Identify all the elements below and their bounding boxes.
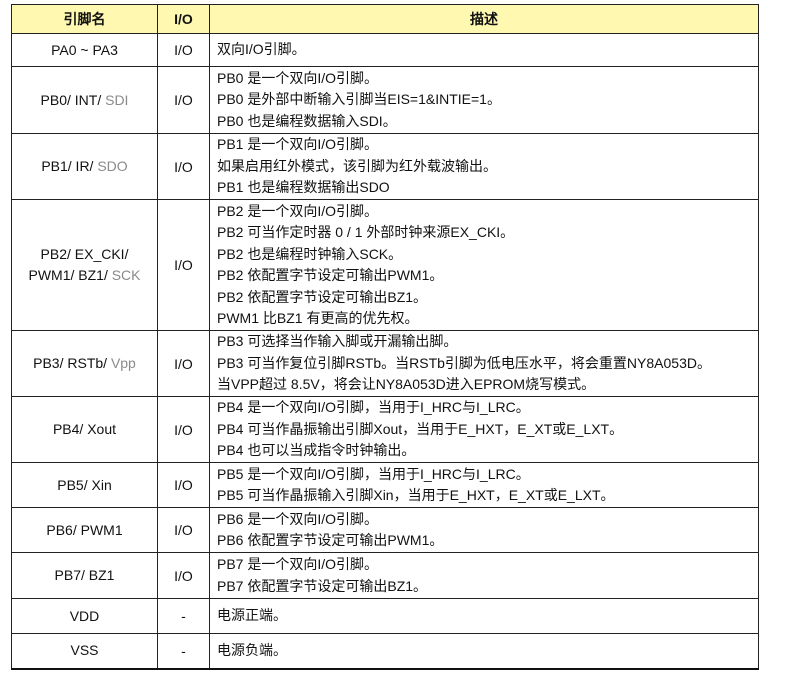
- pin-name-cell: PB0/ INT/ SDI: [11, 66, 158, 134]
- pin-secondary-function: Vpp: [110, 355, 136, 371]
- io-cell: I/O: [157, 199, 210, 331]
- description-cell: 双向I/O引脚。: [209, 33, 759, 67]
- table-row: PB3/ RSTb/ Vpp I/O PB3 可选择当作输入脚或开漏输出脚。 PB3 …: [11, 330, 759, 397]
- io-cell: I/O: [157, 552, 210, 599]
- description-cell: PB6 是一个双向I/O引脚。 PB6 依配置字节设定可输出PWM1。: [209, 507, 759, 553]
- description-line: PB3 可选择当作输入脚或开漏输出脚。: [217, 333, 458, 350]
- description-line: PB4 可当作晶振输出引脚Xout，当用于E_HXT，E_XT或E_LXT。: [217, 420, 624, 437]
- table-row: PB4/ Xout I/O PB4 是一个双向I/O引脚，当用于I_HRC与I_LR…: [11, 396, 759, 463]
- table-row: PB2/ EX_CKI/PWM1/ BZ1/ SCK I/O PB2 是一个双向I/…: [11, 199, 759, 331]
- io-cell: I/O: [157, 33, 210, 67]
- pin-name-part: PA0 ~ PA3: [51, 41, 118, 58]
- pin-name-part: PB6/ PWM1: [46, 521, 123, 538]
- description-cell: PB7 是一个双向I/O引脚。 PB7 依配置字节设定可输出BZ1。: [209, 552, 759, 599]
- description-line: PB2 依配置字节设定可输出PWM1。: [217, 267, 444, 283]
- io-cell: I/O: [157, 133, 210, 200]
- pin-name-part: VSS: [70, 642, 99, 659]
- description-line: PB4 也可以当成指令时钟输出。: [217, 442, 416, 459]
- description-cell: 电源负端。: [209, 633, 759, 670]
- table-header-row: 引脚名 I/O 描述: [11, 4, 759, 34]
- description-line: 电源正端。: [217, 607, 287, 624]
- description-line: 当VPP超过 8.5V，将会让NY8A053D进入EPROM烧写模式。: [217, 376, 596, 393]
- description-line: PB2 依配置字节设定可输出BZ1。: [217, 288, 428, 305]
- description-line: PB7 是一个双向I/O引脚。: [217, 556, 379, 572]
- description-line: PB1 也是编程数据输出SDO: [217, 179, 390, 196]
- header-pin-name: 引脚名: [11, 4, 158, 34]
- description-line: PB5 可当作晶振输入引脚Xin，当用于E_HXT，E_XT或E_LXT。: [217, 487, 615, 503]
- io-cell: I/O: [157, 507, 210, 553]
- pin-name-part: PB7/ BZ1: [54, 567, 115, 583]
- description-cell: PB1 是一个双向I/O引脚。如果启用红外模式，该引脚为红外载波输出。 PB1 也…: [209, 133, 759, 200]
- description-line: PB0 是外部中断输入引脚当EIS=1&INTIE=1。: [217, 91, 501, 108]
- pin-name-cell: PB2/ EX_CKI/PWM1/ BZ1/ SCK: [11, 199, 158, 331]
- io-cell: I/O: [157, 396, 210, 463]
- pin-name-cell: PB1/ IR/ SDO: [11, 133, 158, 200]
- table-row: VSS - 电源负端。: [11, 633, 759, 670]
- table-row: PB5/ Xin I/O PB5 是一个双向I/O引脚，当用于I_HRC与I_LRC…: [11, 462, 759, 508]
- description-cell: 电源正端。: [209, 598, 759, 634]
- description-line: PB0 也是编程数据输入SDI。: [217, 112, 397, 129]
- pin-name-cell: PB3/ RSTb/ Vpp: [11, 330, 158, 397]
- description-line: PWM1 比BZ1 有更高的优先权。: [217, 310, 419, 326]
- pin-name-cell: PA0 ~ PA3: [11, 33, 158, 67]
- pin-description-table: 引脚名 I/O 描述 PA0 ~ PA3 I/O 双向I/O引脚。 PB0/ INT/…: [11, 4, 759, 670]
- header-description: 描述: [209, 4, 759, 34]
- pin-secondary-function: SCK: [111, 267, 141, 283]
- io-cell: -: [157, 598, 210, 634]
- io-cell: I/O: [157, 462, 210, 508]
- pin-name-cell: VDD: [11, 598, 158, 634]
- description-line: PB5 是一个双向I/O引脚，当用于I_HRC与I_LRC。: [217, 465, 530, 482]
- description-line: PB2 可当作定时器 0 / 1 外部时钟来源EX_CKI。: [217, 224, 515, 240]
- io-cell: I/O: [157, 66, 210, 134]
- pin-name-cell: VSS: [11, 633, 158, 670]
- description-cell: PB4 是一个双向I/O引脚，当用于I_HRC与I_LRC。 PB4 可当作晶振输…: [209, 396, 759, 463]
- pin-name-cell: PB6/ PWM1: [11, 507, 158, 553]
- table-row: PB7/ BZ1 I/O PB7 是一个双向I/O引脚。 PB7 依配置字节设定可输出…: [11, 552, 759, 599]
- description-line: PB2 是一个双向I/O引脚。: [217, 202, 379, 219]
- description-line: PB2 也是编程时钟输入SCK。: [217, 245, 403, 262]
- pin-secondary-function: SDO: [97, 158, 128, 174]
- pin-name-cell: PB4/ Xout: [11, 396, 158, 463]
- table-row: PB6/ PWM1 I/O PB6 是一个双向I/O引脚。 PB6 依配置字节设定可输…: [11, 507, 759, 553]
- pin-name-cell: PB7/ BZ1: [11, 552, 158, 599]
- description-cell: PB3 可选择当作输入脚或开漏输出脚。 PB3 可当作复位引脚RSTb。当RSTb…: [209, 330, 759, 397]
- pin-name-part: PB5/ Xin: [57, 476, 112, 493]
- table-row: PB1/ IR/ SDO I/O PB1 是一个双向I/O引脚。 如果启用红外模式，该…: [11, 133, 759, 200]
- io-cell: -: [157, 633, 210, 670]
- pin-name-part: PWM1/ BZ1/: [28, 267, 112, 283]
- pin-name-part: VDD: [69, 607, 100, 624]
- pin-name-part: PB1/ IR/: [41, 158, 98, 174]
- description-line: 如果启用红外模式，该引脚为红外载波输出。: [217, 157, 497, 174]
- description-line: PB0 是一个双向I/O引脚。: [217, 69, 379, 86]
- description-line: PB3 可当作复位引脚RSTb。当RSTb引脚为低电压水平，将会重置NY8A05…: [217, 354, 711, 371]
- table-row: PA0 ~ PA3 I/O 双向I/O引脚。: [11, 33, 759, 67]
- description-cell: PB5 是一个双向I/O引脚，当用于I_HRC与I_LRC。 PB5 可当作晶振输…: [209, 462, 759, 508]
- description-line: PB6 是一个双向I/O引脚。: [217, 510, 379, 527]
- table-row: VDD - 电源正端。: [11, 598, 759, 634]
- header-io: I/O: [157, 4, 210, 34]
- description-line: 双向I/O引脚。: [217, 41, 306, 58]
- pin-name-part: PB2/ EX_CKI/: [40, 246, 129, 262]
- pin-name-part: PB3/ RSTb/: [33, 355, 111, 371]
- pin-secondary-function: SDI: [105, 91, 129, 108]
- description-line: PB6 依配置字节设定可输出PWM1。: [217, 532, 444, 548]
- description-cell: PB0 是一个双向I/O引脚。 PB0 是外部中断输入引脚当EIS=1&INTIE…: [209, 66, 759, 134]
- table-row: PB0/ INT/ SDI I/O PB0 是一个双向I/O引脚。 PB0 是外部中断…: [11, 66, 759, 134]
- pin-name-cell: PB5/ Xin: [11, 462, 158, 508]
- pin-name-part: PB0/ INT/: [40, 91, 106, 108]
- description-line: 电源负端。: [217, 642, 287, 658]
- pin-name-part: PB4/ Xout: [52, 421, 117, 437]
- io-cell: I/O: [157, 330, 210, 397]
- description-line: PB7 依配置字节设定可输出BZ1。: [217, 577, 428, 594]
- description-line: PB4 是一个双向I/O引脚，当用于I_HRC与I_LRC。: [217, 399, 530, 416]
- description-line: PB1 是一个双向I/O引脚。: [217, 136, 379, 153]
- description-cell: PB2 是一个双向I/O引脚。 PB2 可当作定时器 0 / 1 外部时钟来源EX…: [209, 199, 759, 331]
